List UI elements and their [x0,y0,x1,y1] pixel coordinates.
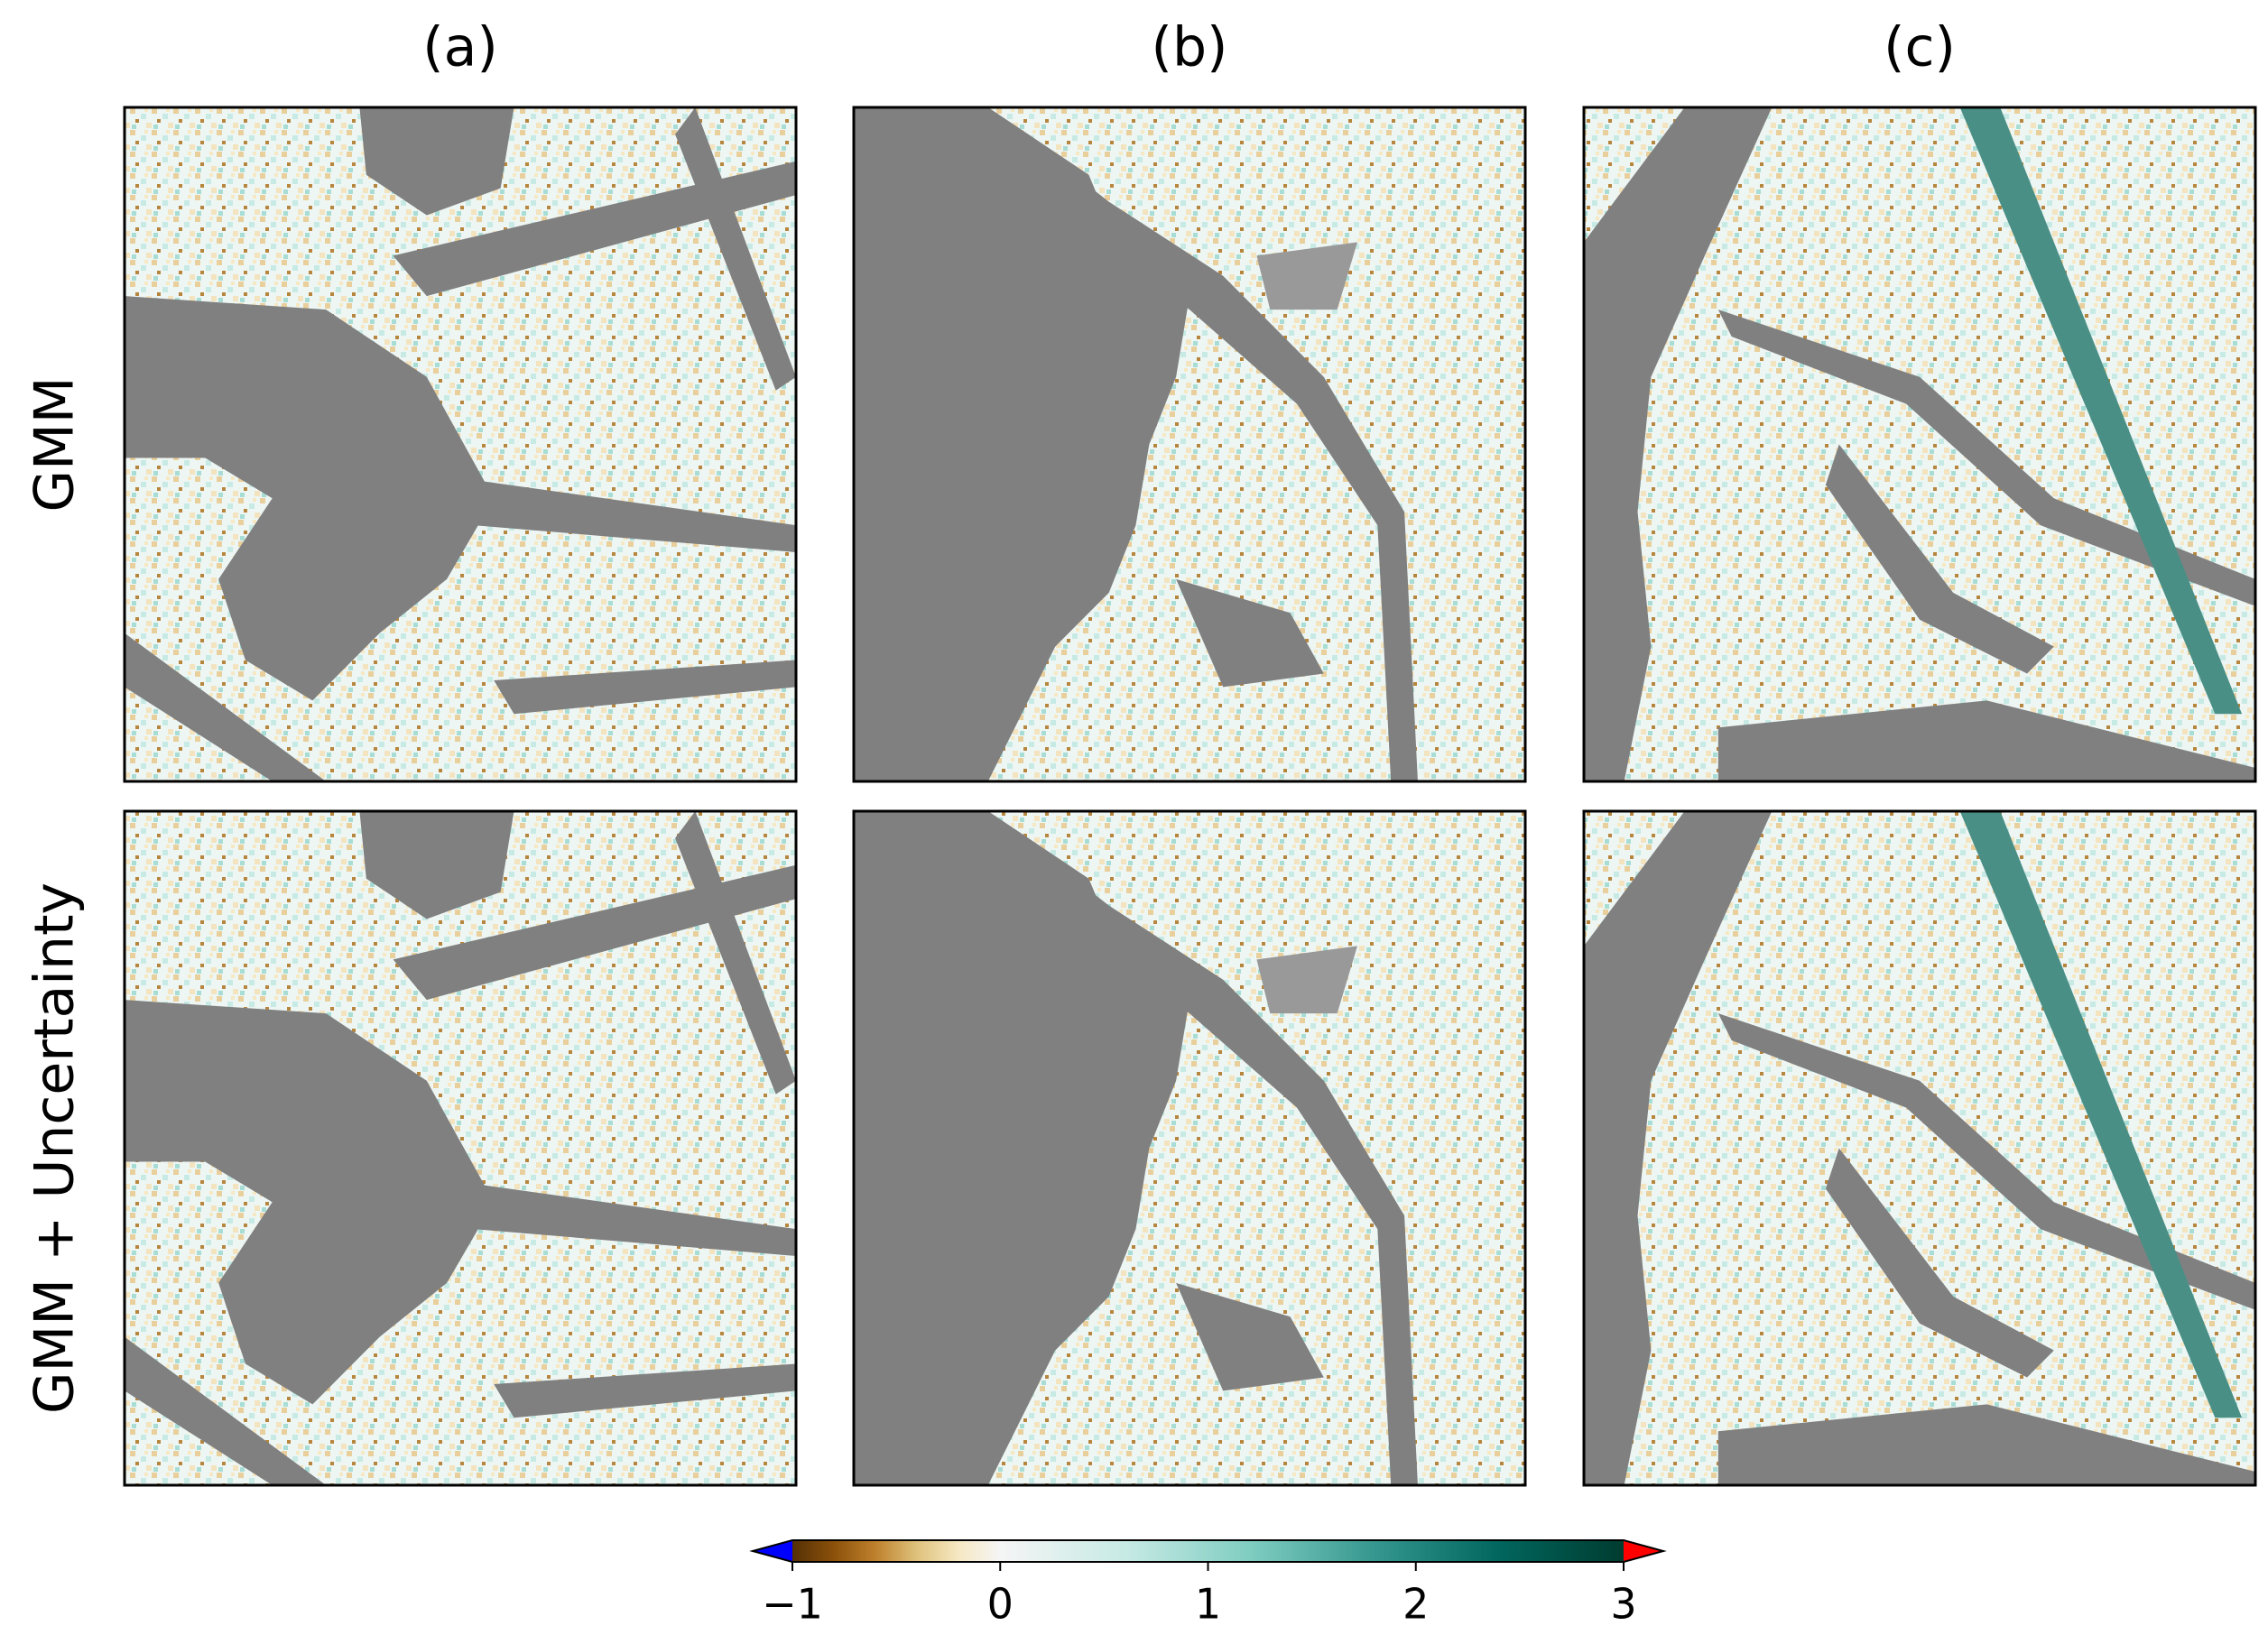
column-title: (b) [1152,16,1228,79]
row-title: GMM + Uncertainty [23,882,87,1414]
panel-frame [1582,809,2257,1487]
panel-frame [852,106,1527,783]
colorbar-tick-label: 2 [1402,1580,1429,1629]
panel-frame [123,809,798,1487]
colorbar-over [1624,1540,1663,1562]
colorbar-under [753,1540,792,1562]
column-title: (c) [1884,16,1956,79]
row-title: GMM [23,376,87,512]
panel-frame [1582,106,2257,783]
colorbar-tick-label: 3 [1610,1580,1636,1629]
column-title: (a) [422,16,498,79]
colorbar-tick-label: 0 [987,1580,1014,1629]
colorbar-tick-label: 1 [1195,1580,1221,1629]
panel-frame [123,106,798,783]
colorbar [792,1540,1624,1562]
panel-frame [852,809,1527,1487]
colorbar-tick-label: −1 [762,1580,823,1629]
